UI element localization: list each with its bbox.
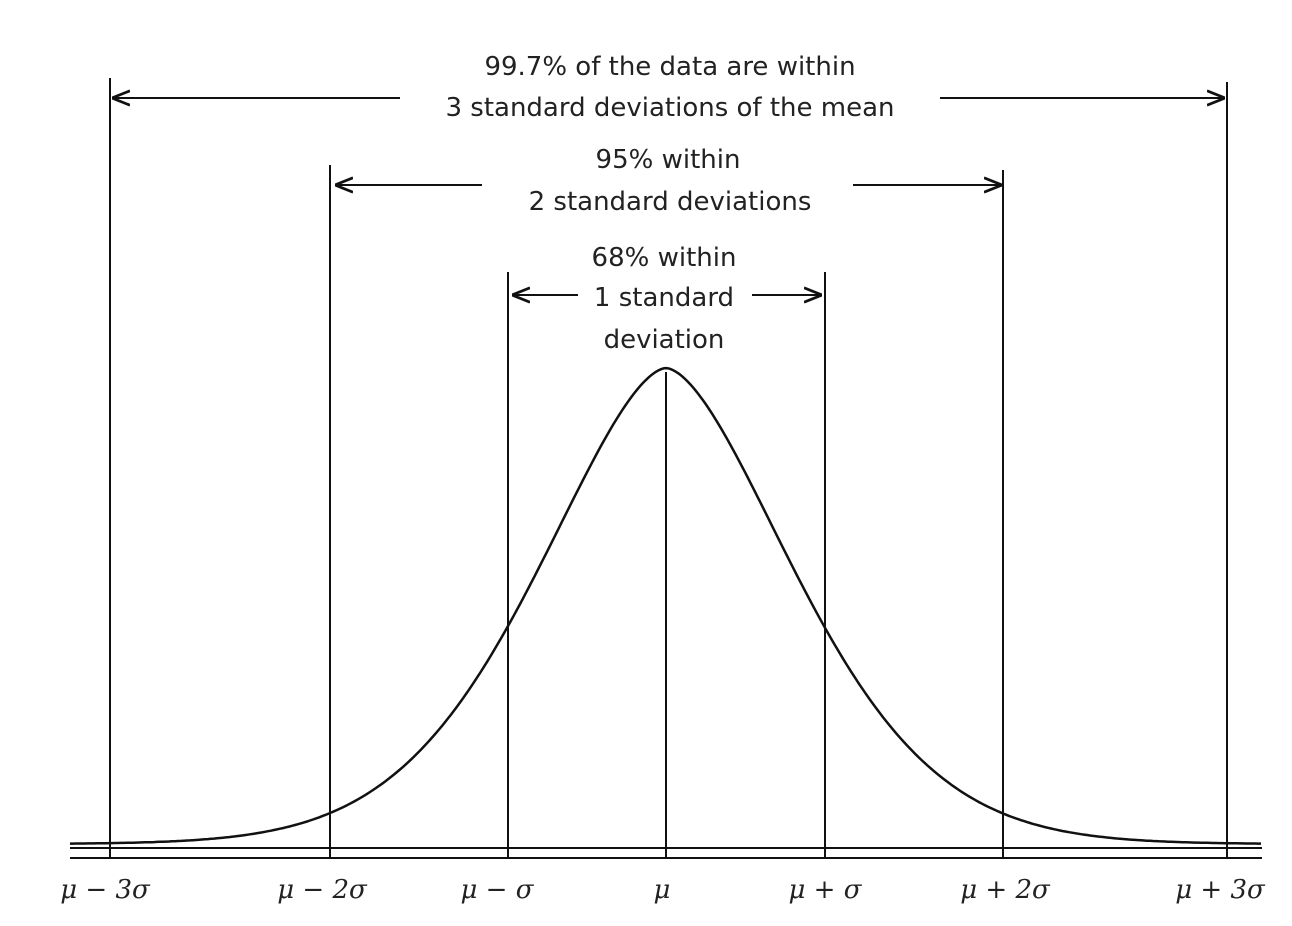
axis-label-minus-1sd: μ − σ — [461, 875, 535, 905]
label-1sd-line1: 68% within — [592, 243, 737, 273]
label-3sd-line1: 99.7% of the data are within — [484, 52, 855, 82]
label-2sd-line2: 2 standard deviations — [529, 187, 812, 217]
axis-label-plus-2sd: μ + 2σ — [960, 875, 1051, 905]
label-1sd-line3: deviation — [604, 325, 725, 355]
axis-label-plus-3sd: μ + 3σ — [1175, 875, 1266, 905]
label-2sd-line1: 95% within — [596, 145, 741, 175]
label-3sd-line2: 3 standard deviations of the mean — [445, 93, 894, 123]
axis-label-plus-1sd: μ + σ — [789, 875, 863, 905]
axis-label-minus-2sd: μ − 2σ — [277, 875, 368, 905]
axis-label-mean: μ — [654, 875, 671, 905]
bell-curve — [70, 366, 1261, 845]
label-1sd-line2: 1 standard — [594, 283, 734, 313]
axis-label-minus-3sd: μ − 3σ — [60, 875, 151, 905]
